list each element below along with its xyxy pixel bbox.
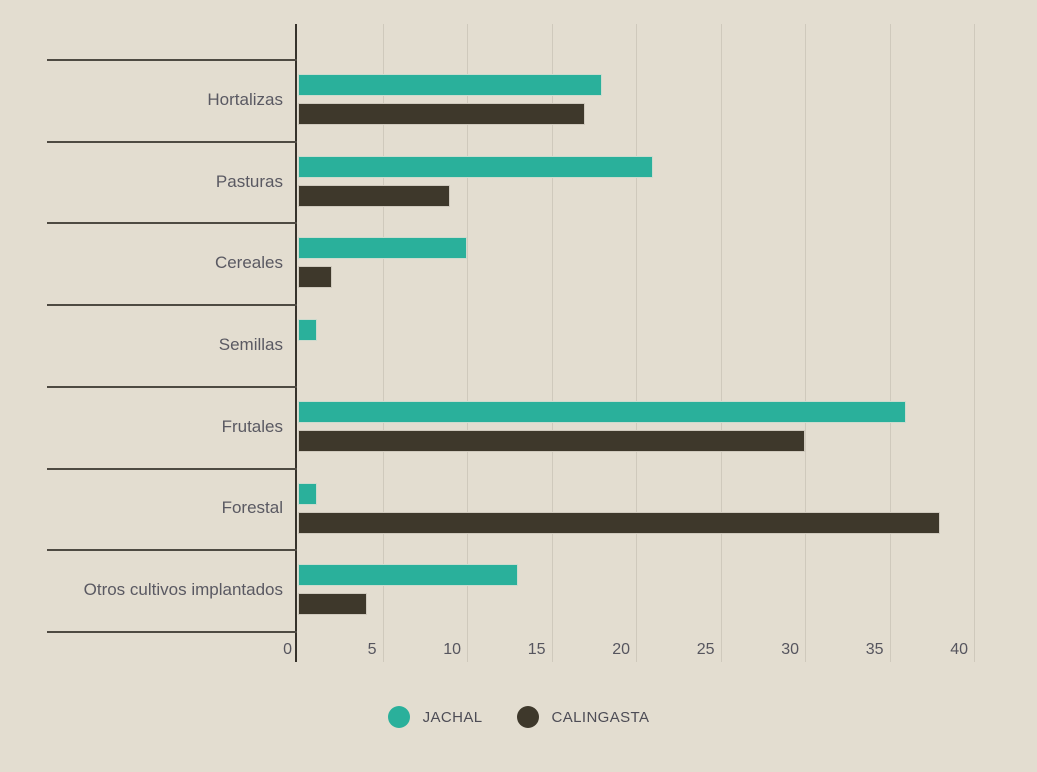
bar-calingasta-6	[298, 511, 941, 534]
row-separator	[47, 467, 297, 470]
category-label-7: Otros cultivos implantados	[83, 580, 283, 600]
x-tick-label-20: 20	[612, 641, 630, 658]
bar-calingasta-1	[298, 103, 586, 125]
x-tick-label-15: 15	[527, 641, 546, 658]
x-tick-label-5: 5	[367, 641, 377, 658]
x-tick-label-35: 35	[865, 641, 884, 658]
category-label-4: Semillas	[218, 334, 283, 354]
legend-item-jachal[interactable]: JACHAL	[387, 706, 483, 728]
x-tick-label-25: 25	[696, 641, 715, 658]
gridline-15	[551, 24, 553, 662]
x-tick-label-0: 0	[283, 641, 292, 658]
bar-jachal-5	[298, 400, 907, 423]
row-separator	[47, 385, 297, 388]
bar-calingasta-2	[298, 184, 451, 207]
row-separator	[47, 549, 297, 552]
legend-item-calingasta[interactable]: CALINGASTA	[516, 706, 650, 728]
row-separator	[47, 304, 297, 307]
bar-calingasta-7	[298, 593, 368, 616]
bar-calingasta-3	[298, 266, 332, 289]
gridline-20	[636, 24, 637, 662]
x-tick-label-40: 40	[950, 641, 968, 658]
row-separator	[47, 222, 297, 225]
bar-jachal-6	[298, 482, 317, 505]
gridline-35	[889, 24, 891, 662]
row-separator	[47, 140, 297, 143]
category-label-2: Pasturas	[215, 171, 283, 191]
gridline-40	[974, 24, 975, 662]
chart-legend: JACHAL CALINGASTA	[0, 703, 1037, 731]
category-label-5: Frutales	[221, 416, 283, 436]
x-tick-label-30: 30	[781, 641, 799, 658]
y-axis-line	[295, 24, 297, 662]
bar-calingasta-5	[298, 429, 805, 452]
category-label-1: Hortalizas	[207, 89, 283, 109]
legend-dot-jachal-icon	[387, 706, 410, 728]
gridline-10	[467, 24, 468, 662]
bar-jachal-4	[298, 319, 317, 342]
bar-jachal-7	[298, 564, 518, 587]
category-label-3: Cereales	[214, 253, 283, 273]
gridline-30	[805, 24, 806, 662]
gridline-25	[720, 24, 722, 662]
legend-dot-calingasta-icon	[516, 706, 539, 728]
legend-label: CALINGASTA	[551, 708, 650, 726]
row-separator	[47, 59, 297, 61]
category-label-6: Forestal	[221, 498, 283, 518]
x-tick-label-10: 10	[443, 641, 461, 658]
bar-jachal-2	[298, 155, 653, 178]
legend-label: JACHAL	[422, 708, 483, 726]
row-separator	[47, 630, 297, 633]
bar-jachal-3	[298, 237, 467, 260]
gridline-5	[382, 24, 384, 662]
bar-jachal-1	[298, 74, 603, 96]
